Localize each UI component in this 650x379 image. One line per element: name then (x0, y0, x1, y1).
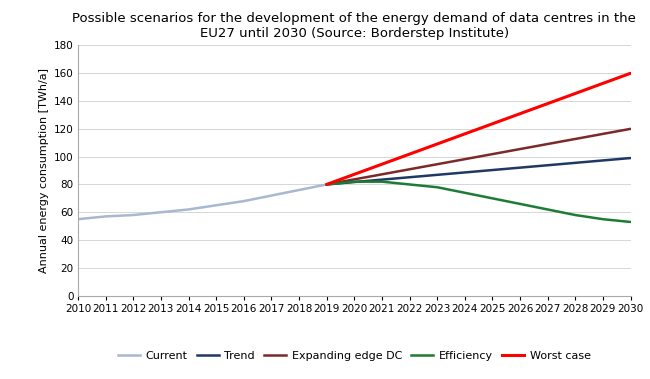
Trend (627, 156, 634, 160)
Line: Efficiency: Efficiency (326, 182, 630, 222)
Efficiency (627, 220, 634, 224)
Efficiency (378, 179, 386, 184)
Current (101, 214, 109, 219)
Efficiency (571, 213, 579, 217)
Expanding edge DC (627, 127, 634, 131)
Efficiency (543, 207, 551, 212)
Current (295, 188, 303, 192)
Line: Current: Current (78, 185, 326, 219)
Current (74, 217, 82, 221)
Expanding edge DC (322, 182, 330, 187)
Efficiency (322, 182, 330, 187)
Current (157, 210, 165, 215)
Y-axis label: Annual energy consumption [TWh/a]: Annual energy consumption [TWh/a] (38, 68, 49, 273)
Trend (322, 182, 330, 187)
Title: Possible scenarios for the development of the energy demand of data centres in t: Possible scenarios for the development o… (72, 12, 636, 40)
Current (240, 199, 248, 204)
Current (212, 203, 220, 208)
Efficiency (350, 179, 358, 184)
Efficiency (406, 182, 413, 187)
Efficiency (516, 202, 524, 206)
Line: Expanding edge DC: Expanding edge DC (326, 129, 630, 185)
Line: Worst case: Worst case (326, 73, 630, 185)
Legend: Current, Trend, Expanding edge DC, Efficiency, Worst case: Current, Trend, Expanding edge DC, Effic… (114, 346, 595, 365)
Current (268, 193, 276, 198)
Current (185, 207, 192, 212)
Worst case (627, 71, 634, 75)
Worst case (322, 182, 330, 187)
Current (322, 182, 330, 187)
Current (129, 213, 137, 217)
Line: Trend: Trend (326, 158, 630, 185)
Efficiency (461, 191, 469, 195)
Efficiency (599, 217, 607, 221)
Efficiency (489, 196, 497, 200)
Efficiency (433, 185, 441, 190)
